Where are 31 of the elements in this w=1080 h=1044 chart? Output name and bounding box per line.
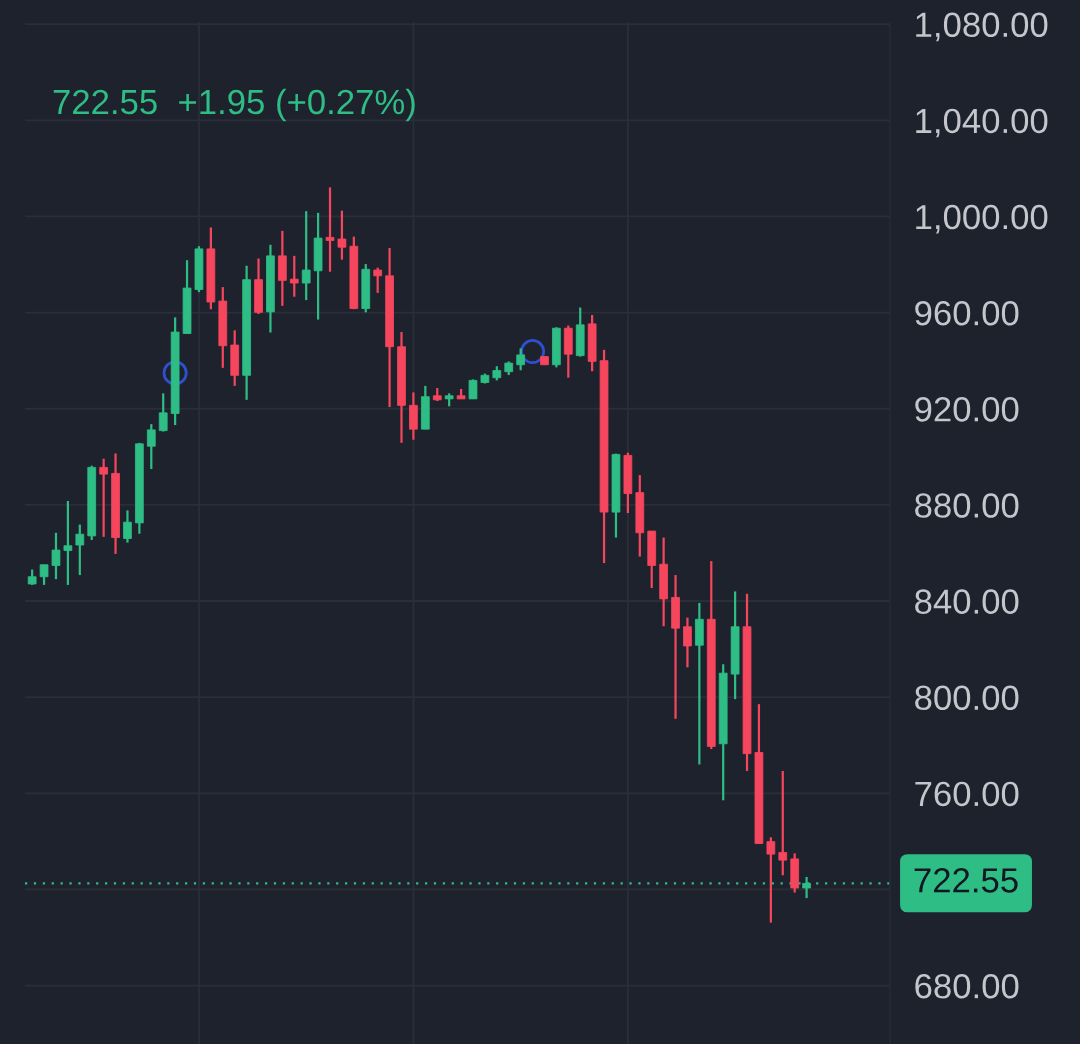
candlestick — [373, 266, 383, 294]
y-tick-label: 680.00 — [915, 973, 1019, 999]
candlestick — [468, 378, 478, 400]
candlestick — [63, 499, 73, 587]
candlestick — [516, 347, 525, 372]
candlestick — [301, 210, 311, 302]
candlestick — [409, 391, 418, 441]
y-tick-label: 840.00 — [915, 589, 1019, 614]
candlestick — [766, 836, 776, 924]
candlestick — [75, 523, 85, 577]
y-tick-label: 880.00 — [915, 493, 1019, 518]
y-tick-label: 800.00 — [915, 685, 1019, 711]
y-tick-label: 1,040.00 — [916, 108, 1048, 138]
y-tick-label: 760.00 — [915, 781, 1019, 807]
ref-line-label: 722.55 — [914, 868, 1018, 893]
y-tick-label: 1,080.00 — [916, 12, 1048, 42]
candlestick — [51, 531, 61, 581]
y-tick-label: 1,000.00 — [916, 204, 1048, 234]
candlestick — [39, 563, 49, 587]
candlestick — [778, 769, 788, 877]
candlestick — [99, 457, 108, 538]
candlestick — [158, 392, 168, 433]
y-tick-label: 960.00 — [915, 300, 1019, 326]
candlestick — [146, 423, 156, 471]
candlestick — [337, 209, 347, 261]
candlestick — [289, 254, 299, 298]
candlestick — [683, 616, 692, 669]
text: 722.55 +1.95 (+0.27%) — [53, 88, 415, 122]
candlestick — [325, 186, 335, 273]
candlestick — [123, 509, 132, 544]
y-tick-label: 920.00 — [915, 397, 1019, 422]
